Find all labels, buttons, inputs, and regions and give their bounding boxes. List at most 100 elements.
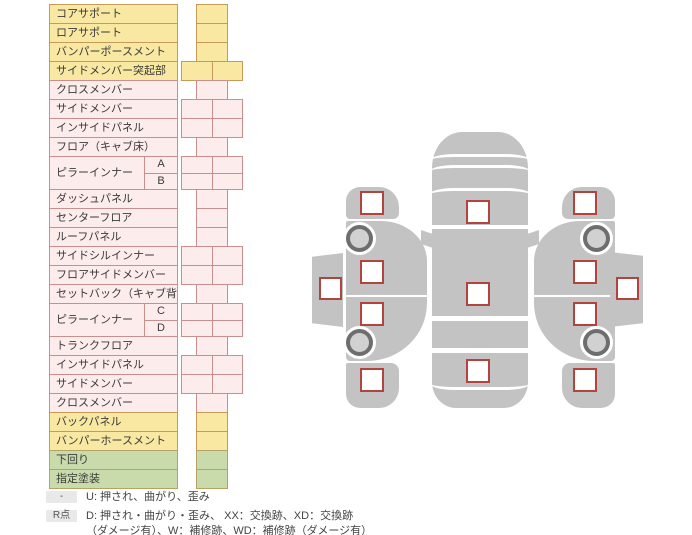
check-cell[interactable] [181,61,213,81]
part-label: フロア（キャブ床） [49,137,178,157]
check-cell[interactable] [181,265,213,285]
legend-item: R点 D: 押され・曲がり・歪み、 XX：交換跡、XD：交換跡 （ダメージ有）、W… [46,509,372,535]
check-cell[interactable] [211,374,243,394]
check-cell-group [181,412,243,432]
part-row: クロスメンバー [49,80,243,100]
part-label: ダッシュパネル [49,189,178,209]
check-cell[interactable] [211,156,243,174]
marker-left-front-fender[interactable] [360,191,384,215]
check-cell[interactable] [196,412,228,432]
part-row: インサイドパネル [49,355,243,375]
check-cell-group [181,189,243,209]
marker-left-side-sill[interactable] [319,277,342,300]
check-cell[interactable] [181,355,213,375]
check-cell[interactable] [181,246,213,266]
check-cell[interactable] [211,246,243,266]
part-row: ダッシュパネル [49,189,243,209]
check-cell[interactable] [211,99,243,119]
part-label: コアサポート [49,4,178,24]
check-cell[interactable] [196,284,228,304]
check-cell[interactable] [181,374,213,394]
marker-left-rear-door[interactable] [360,302,384,326]
check-cell[interactable] [196,208,228,228]
marker-right-side-sill[interactable] [616,277,639,300]
check-cell[interactable] [196,227,228,247]
marker-right-rear-fender[interactable] [573,368,597,392]
check-cell[interactable] [211,172,243,190]
part-label: サイドメンバー突起部 [49,61,178,81]
marker-left-rear-fender[interactable] [360,368,384,392]
marker-top-cowl[interactable] [466,200,490,224]
marker-right-front-fender[interactable] [573,191,597,215]
check-cell[interactable] [181,118,213,138]
part-label: サイドシルインナー [49,246,178,266]
check-cell[interactable] [211,319,243,337]
marker-left-front-door[interactable] [360,260,384,284]
check-cell[interactable] [211,265,243,285]
check-cell[interactable] [181,99,213,119]
check-cell-group [181,336,243,356]
check-cell[interactable] [211,118,243,138]
check-cell[interactable] [181,303,213,321]
check-cell[interactable] [196,189,228,209]
check-cell[interactable] [196,450,228,470]
part-row: バンパーホースメント [49,431,243,451]
check-cell-group [181,80,243,100]
windshield-arc-line [428,188,532,203]
pillar-sub-label: D [144,319,178,337]
marker-top-rear-window[interactable] [466,359,490,383]
part-row: ピラーインナー A B [49,156,243,190]
check-cell[interactable] [196,42,228,62]
check-cell[interactable] [181,172,213,190]
part-label: ルーフパネル [49,227,178,247]
check-cell-group [181,246,243,266]
check-cell[interactable] [196,393,228,413]
part-row: センターフロア [49,208,243,228]
hood-arc-line [430,154,530,167]
vehicle-diagram [310,130,660,422]
marker-top-roof[interactable] [466,282,490,306]
check-cell-group [181,469,243,489]
part-label: クロスメンバー [49,80,178,100]
check-cell-group [181,156,243,190]
pillar-sub-label: C [144,303,178,321]
part-row: ロアサポート [49,23,243,43]
check-cell[interactable] [196,23,228,43]
check-cell[interactable] [181,156,213,174]
check-cell[interactable] [196,336,228,356]
part-label: クロスメンバー [49,393,178,413]
marker-right-rear-door[interactable] [573,302,597,326]
check-cell[interactable] [196,431,228,451]
check-cell[interactable] [211,303,243,321]
check-cell-group [181,450,243,470]
right-front-wheel [580,222,613,255]
check-cell-group [181,431,243,451]
part-label: 下回り [49,450,178,470]
check-cell[interactable] [196,80,228,100]
part-label: ピラーインナー [49,303,145,337]
part-row: クロスメンバー [49,393,243,413]
part-label: セットバック（キャブ背） [49,284,178,304]
part-row: ルーフパネル [49,227,243,247]
check-cell[interactable] [196,469,228,489]
check-cell-group [181,208,243,228]
part-label: サイドメンバー [49,99,178,119]
part-row: サイドメンバー [49,99,243,119]
marker-right-front-door[interactable] [573,260,597,284]
check-cell[interactable] [196,4,228,24]
check-cell[interactable] [211,355,243,375]
part-row: バンパーポースメント [49,42,243,62]
part-label: ロアサポート [49,23,178,43]
part-row: バックパネル [49,412,243,432]
check-cell[interactable] [196,137,228,157]
part-row: サイドシルインナー [49,246,243,266]
check-cell-group [181,284,243,304]
part-row: インサイドパネル [49,118,243,138]
check-cell[interactable] [211,61,243,81]
check-cell-group [181,265,243,285]
check-cell-group [181,137,243,157]
roof-gap-line [432,348,528,353]
legend: - U: 押され、曲がり、歪み R点 D: 押され・曲がり・歪み、 XX：交換跡、XD… [46,490,372,535]
check-cell[interactable] [181,319,213,337]
